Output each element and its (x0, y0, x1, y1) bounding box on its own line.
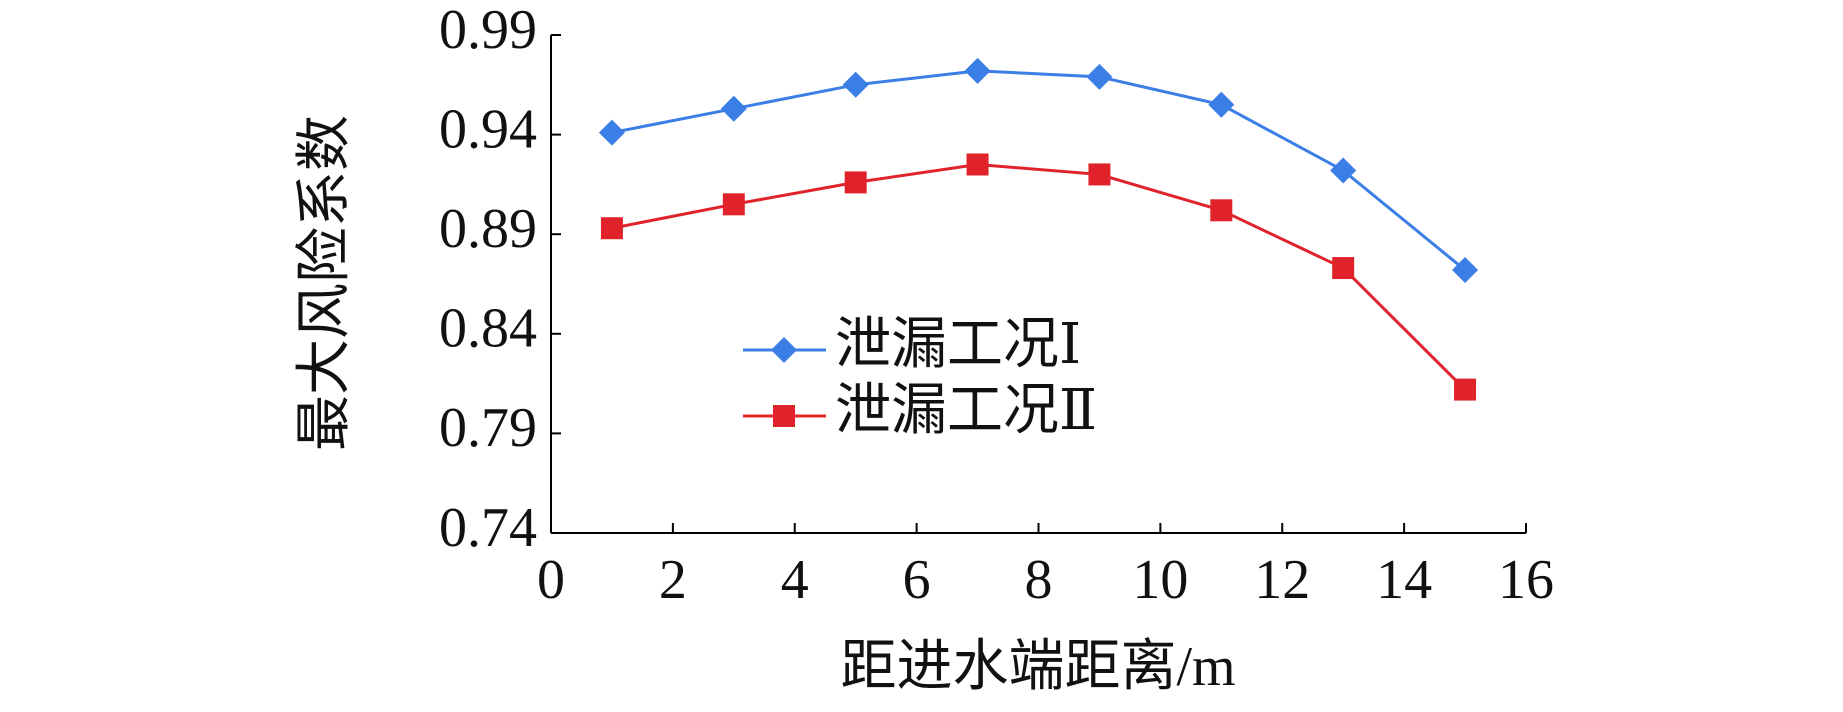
marker (966, 153, 989, 176)
x-tick-label: 8 (1025, 549, 1053, 611)
marker (1088, 163, 1111, 186)
x-axis-title: 距进水端距离/m (840, 636, 1235, 698)
marker (844, 171, 867, 194)
x-tick-label: 14 (1376, 549, 1432, 611)
marker (722, 193, 745, 216)
y-tick-label: 0.99 (439, 0, 537, 61)
x-tick-label: 12 (1254, 549, 1310, 611)
series-line (611, 69, 1467, 272)
marker (1454, 378, 1477, 401)
x-tick-label: 10 (1132, 549, 1188, 611)
x-tick-label: 4 (781, 549, 809, 611)
y-tick-label: 0.89 (439, 198, 537, 260)
x-tick-label: 6 (903, 549, 931, 611)
y-tick-label: 0.74 (439, 497, 537, 559)
marker (720, 95, 747, 122)
marker (1452, 257, 1479, 284)
marker (964, 57, 991, 84)
x-tick-label: 0 (537, 549, 565, 611)
legend-label: 泄漏工况Ⅰ (835, 314, 1081, 376)
legend-marker (771, 337, 797, 363)
legend-label: 泄漏工况Ⅱ (835, 380, 1097, 442)
y-tick-label: 0.94 (439, 98, 537, 160)
marker (600, 217, 623, 240)
marker (1210, 199, 1233, 222)
marker (1208, 91, 1235, 118)
marker (1086, 63, 1113, 90)
marker (598, 119, 625, 146)
marker (1332, 257, 1355, 280)
marker (842, 71, 869, 98)
series-line (611, 162, 1467, 391)
x-tick-label: 2 (659, 549, 687, 611)
marker (1330, 157, 1357, 184)
x-tick-label: 16 (1498, 549, 1554, 611)
y-axis-title: 最大风险系数 (294, 115, 356, 451)
legend-marker (773, 405, 795, 427)
y-tick-label: 0.79 (439, 397, 537, 459)
y-tick-label: 0.84 (439, 298, 537, 360)
